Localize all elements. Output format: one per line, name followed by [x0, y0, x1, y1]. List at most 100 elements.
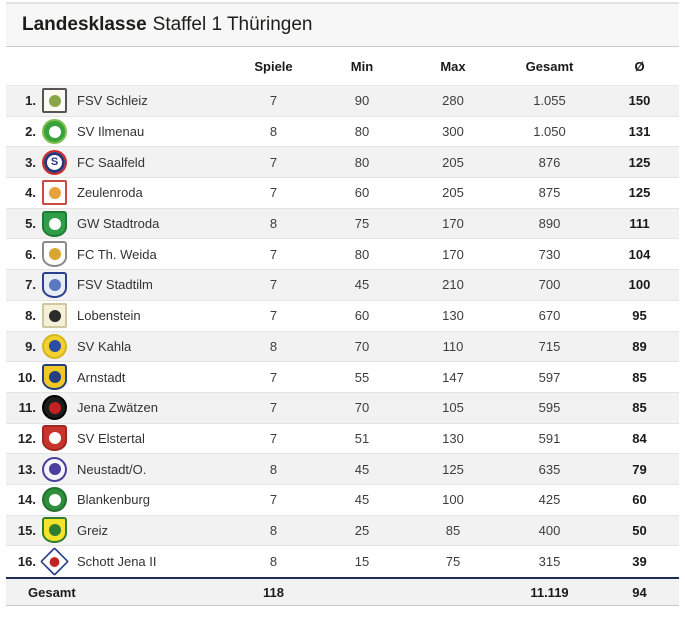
- team-name[interactable]: Neustadt/O.: [77, 461, 147, 477]
- team-name[interactable]: Arnstadt: [77, 369, 126, 385]
- team-name[interactable]: FC Saalfeld: [77, 154, 145, 170]
- cell-min: 25: [354, 522, 370, 538]
- crest-accent: [48, 309, 61, 322]
- team-name[interactable]: FSV Stadtilm: [77, 277, 153, 293]
- cell-max: 170: [442, 216, 464, 232]
- cell-avg: 85: [632, 400, 647, 416]
- crest-jena-zwaetzen-icon: [42, 395, 67, 421]
- cell-min: 80: [354, 124, 370, 140]
- team-name[interactable]: Lobenstein: [77, 308, 141, 324]
- rank: 13.: [17, 461, 36, 477]
- table-row: 13. Neustadt/O. 8 45 125 635 79: [6, 454, 679, 485]
- crest-accent: [48, 340, 61, 353]
- team-name[interactable]: FC Th. Weida: [77, 246, 157, 262]
- rank: 11.: [18, 400, 36, 416]
- table-body: 1. FSV Schleiz 7 90 280 1.055 150 2. SV …: [6, 85, 679, 577]
- cell-avg: 79: [632, 461, 647, 477]
- cell-min: 75: [354, 216, 370, 232]
- cell-spiele: 8: [269, 522, 278, 538]
- cell-avg: 39: [632, 554, 647, 570]
- cell-max: 300: [442, 124, 464, 140]
- team-name[interactable]: Greiz: [77, 522, 109, 538]
- cell-max: 147: [442, 369, 464, 385]
- team-name[interactable]: Schott Jena II: [77, 554, 157, 570]
- table-row: 7. FSV Stadtilm 7 45 210 700 100: [6, 270, 679, 301]
- crest-accent: [48, 248, 61, 261]
- crest-cell: [40, 487, 76, 513]
- cell-gesamt: 597: [538, 369, 561, 385]
- team-name[interactable]: SV Elstertal: [77, 430, 145, 446]
- cell-max: 170: [442, 246, 464, 262]
- crest-arnstadt-icon: [42, 364, 67, 391]
- cell-max: 85: [445, 522, 461, 538]
- crest-cell: [40, 547, 76, 577]
- team-name[interactable]: Blankenburg: [77, 492, 150, 508]
- cell-gesamt: 1.050: [533, 124, 566, 140]
- cell-min: 90: [354, 93, 370, 109]
- cell-gesamt: 315: [538, 554, 561, 570]
- cell-gesamt: 890: [538, 216, 561, 232]
- cell-spiele: 7: [269, 430, 278, 446]
- cell-min: 80: [354, 246, 370, 262]
- table-row: 11. Jena Zwätzen 7 70 105 595 85: [6, 392, 679, 424]
- rank: 5.: [25, 216, 36, 232]
- cell-avg: 50: [632, 522, 647, 538]
- team-name[interactable]: FSV Schleiz: [77, 93, 148, 109]
- column-header-row: Spiele Min Max Gesamt Ø: [6, 47, 679, 85]
- cell-max: 205: [442, 154, 464, 170]
- rank: 8.: [25, 308, 36, 324]
- crest-cell: [40, 119, 76, 145]
- cell-spiele: 7: [269, 400, 278, 416]
- team-name[interactable]: Jena Zwätzen: [77, 400, 158, 416]
- cell-max: 130: [442, 430, 464, 446]
- table-row: 9. SV Kahla 8 70 110 715 89: [6, 331, 679, 363]
- table-row: 2. SV Ilmenau 8 80 300 1.050 131: [6, 116, 679, 148]
- rank: 1.: [25, 93, 36, 109]
- cell-spiele: 8: [269, 461, 278, 477]
- team-name[interactable]: SV Ilmenau: [77, 124, 145, 140]
- column-header-spiele: Spiele: [254, 58, 293, 74]
- crest-lobenstein-icon: [42, 303, 67, 329]
- cell-spiele: 8: [269, 216, 278, 232]
- cell-max: 125: [442, 461, 464, 477]
- cell-avg: 60: [632, 492, 647, 508]
- table-footer-row: Gesamt 118 11.119 94: [6, 577, 679, 606]
- crest-sv-ilmenau-icon: [42, 119, 67, 145]
- table-row: 6. FC Th. Weida 7 80 170 730 104: [6, 239, 679, 271]
- crest-accent: [48, 371, 61, 384]
- cell-spiele: 7: [269, 246, 278, 262]
- footer-label: Gesamt: [28, 584, 76, 600]
- cell-spiele: 7: [269, 185, 278, 201]
- crest-fc-saalfeld-icon: S: [42, 149, 67, 175]
- table-row: 3. S FC Saalfeld 7 80 205 876 125: [6, 147, 679, 179]
- team-name[interactable]: SV Kahla: [77, 338, 132, 354]
- crest-accent: [48, 524, 61, 537]
- team-name[interactable]: Zeulenroda: [77, 185, 143, 201]
- rank: 7.: [25, 277, 36, 293]
- cell-min: 60: [354, 185, 370, 201]
- cell-max: 210: [442, 277, 464, 293]
- cell-spiele: 7: [269, 154, 278, 170]
- cell-max: 280: [442, 93, 464, 109]
- crest-accent: [48, 186, 61, 199]
- cell-spiele: 7: [269, 369, 278, 385]
- cell-min: 15: [354, 554, 370, 570]
- cell-avg: 111: [629, 216, 650, 232]
- crest-accent: [48, 217, 61, 230]
- cell-gesamt: 700: [538, 277, 561, 293]
- crest-accent: [47, 554, 62, 569]
- cell-gesamt: 425: [538, 492, 561, 508]
- cell-max: 205: [442, 185, 464, 201]
- cell-gesamt: 730: [538, 246, 561, 262]
- cell-avg: 104: [628, 246, 651, 262]
- cell-gesamt: 591: [538, 430, 561, 446]
- crest-cell: [40, 241, 76, 268]
- table-row: 15. Greiz 8 25 85 400 50: [6, 515, 679, 547]
- rank: 6.: [25, 246, 36, 262]
- column-header-max: Max: [440, 58, 466, 74]
- cell-spiele: 7: [269, 308, 278, 324]
- table-row: 4. Zeulenroda 7 60 205 875 125: [6, 178, 679, 209]
- rank: 14.: [17, 492, 36, 508]
- team-name[interactable]: GW Stadtroda: [77, 216, 160, 232]
- cell-gesamt: 670: [538, 308, 561, 324]
